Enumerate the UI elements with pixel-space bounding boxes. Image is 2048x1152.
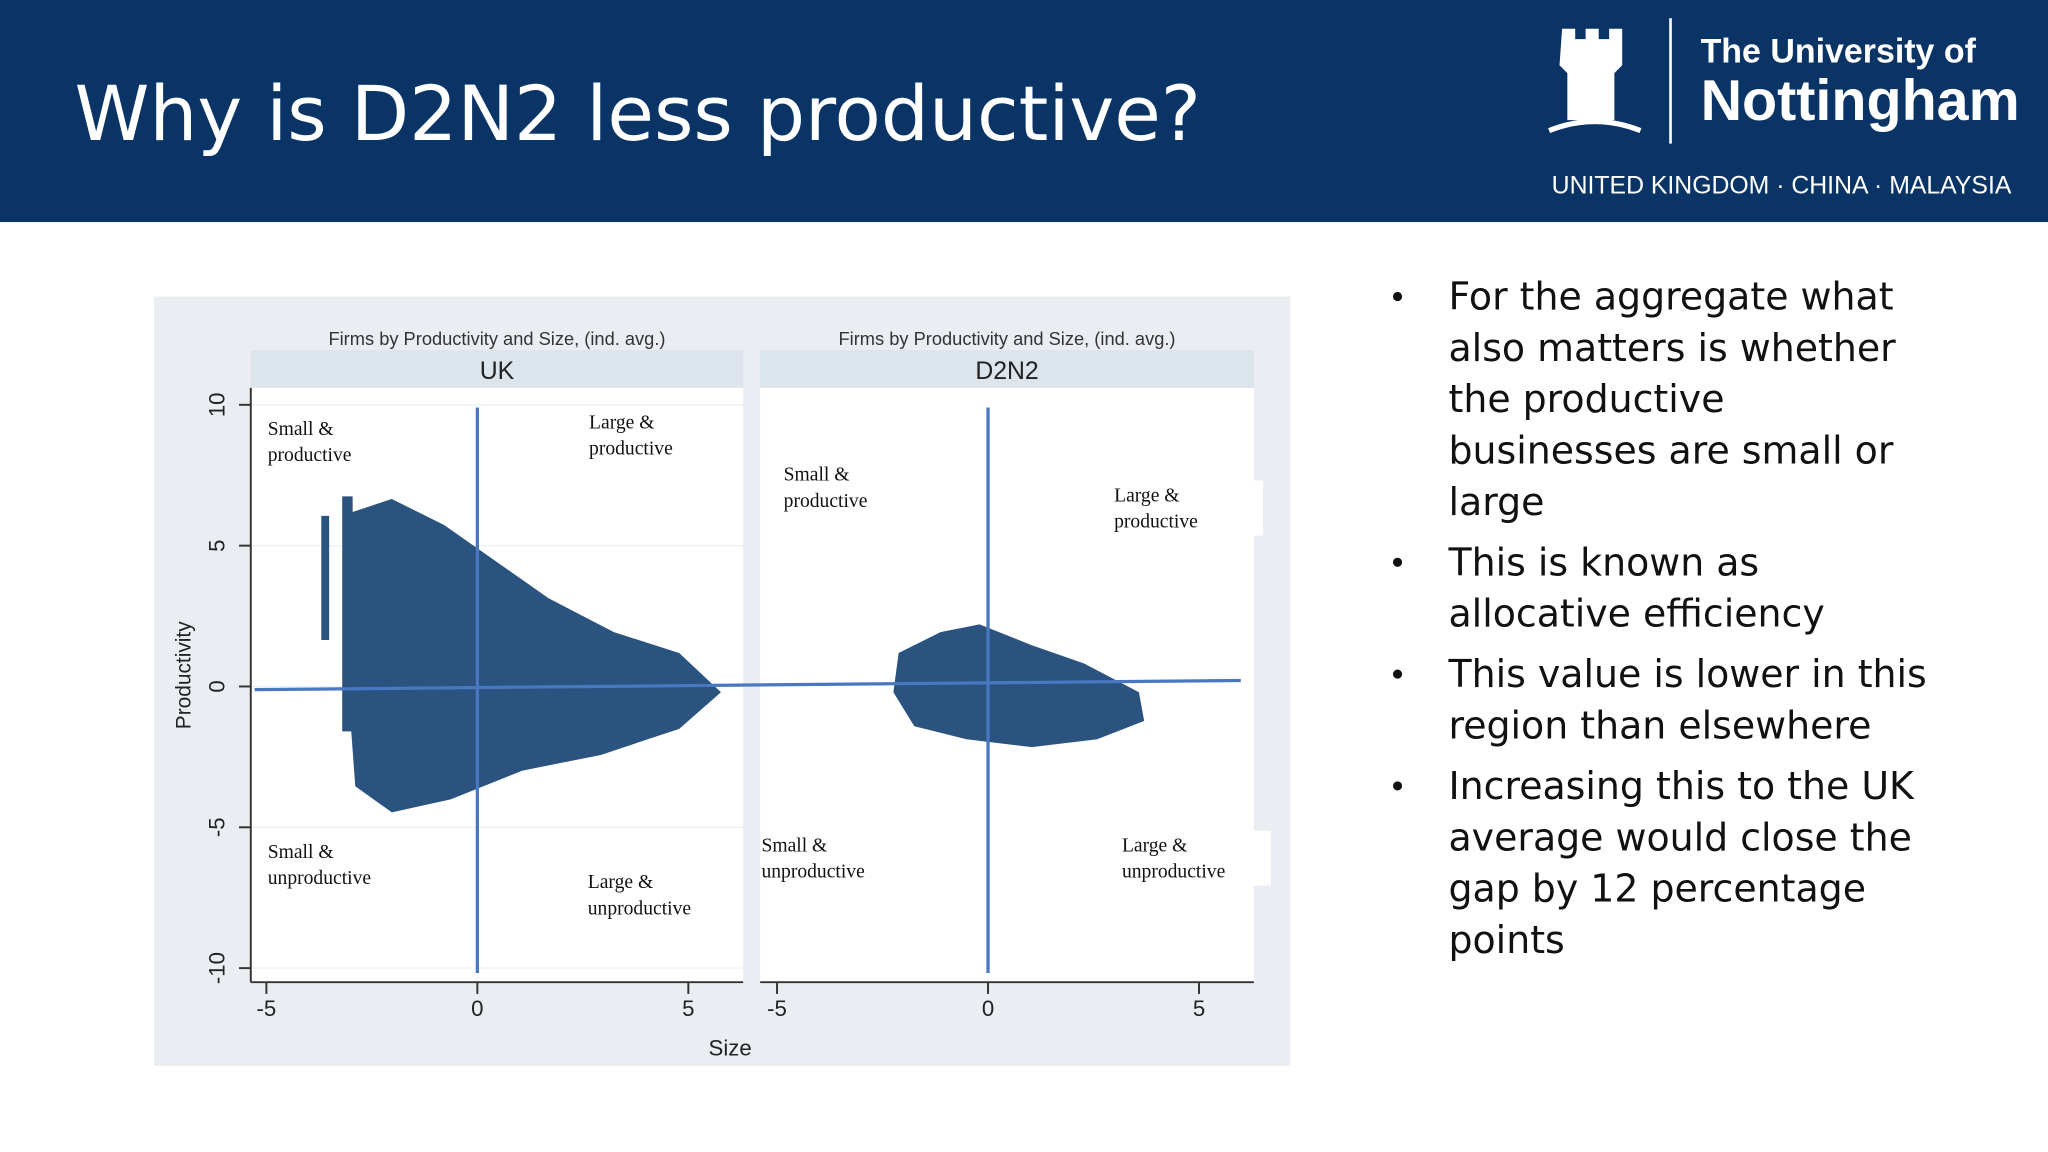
bullet-dot xyxy=(1392,669,1403,679)
y-tick-label: 10 xyxy=(205,392,230,417)
quadrant-label: productive xyxy=(268,445,352,466)
panel-label: D2N2 xyxy=(975,358,1038,385)
quadrant-label: productive xyxy=(589,439,673,460)
logo-line1: The University of xyxy=(1701,33,1977,71)
panel-label: UK xyxy=(480,358,515,385)
point-cloud xyxy=(321,496,721,813)
chart: Firms by Productivity and Size, (ind. av… xyxy=(173,328,1271,1060)
quadrant-label: Small & xyxy=(761,836,827,857)
point-cloud xyxy=(893,624,1145,748)
bullet-dot xyxy=(1392,291,1403,302)
quadrant-label: Large & xyxy=(588,872,653,893)
quadrant-label: Large & xyxy=(1122,836,1187,857)
bullet-text: points xyxy=(1448,918,1564,962)
quadrant-label: productive xyxy=(1114,512,1198,533)
fit-line xyxy=(254,678,1241,692)
quadrant-label: Large & xyxy=(589,412,654,433)
header-band xyxy=(0,0,2048,223)
x-tick-label: -5 xyxy=(767,996,787,1021)
quadrant-label: unproductive xyxy=(268,868,372,889)
quadrant-label: unproductive xyxy=(1122,862,1226,883)
panel-title: Firms by Productivity and Size, (ind. av… xyxy=(328,328,665,349)
logo-wave xyxy=(1548,118,1642,134)
bullet-text: the productive xyxy=(1448,377,1724,421)
bullet-text: Increasing this to the UK xyxy=(1448,764,1915,808)
x-axis-label: Size xyxy=(709,1035,752,1060)
quadrant-label: unproductive xyxy=(588,898,692,919)
y-tick-label: -5 xyxy=(205,817,230,837)
bullets: For the aggregate what also matters is wh… xyxy=(1392,275,1927,962)
x-tick-label: -5 xyxy=(257,996,277,1021)
x-tick-label: 5 xyxy=(1193,996,1205,1021)
x-tick-label: 0 xyxy=(471,996,483,1021)
label-box xyxy=(1114,830,1271,886)
bullet-text: For the aggregate what xyxy=(1448,275,1893,319)
bullet-text: large xyxy=(1448,480,1544,524)
bullet-dot xyxy=(1392,557,1403,567)
bullet-text: This value is lower in this xyxy=(1447,652,1926,696)
logo: The University of Nottingham UNITED KING… xyxy=(1548,18,2020,199)
x-tick-label: 5 xyxy=(682,996,694,1021)
quadrant-label: Large & xyxy=(1114,486,1179,507)
bullet-text: businesses are small or xyxy=(1448,429,1893,473)
y-tick-label: 5 xyxy=(205,539,230,551)
y-axis-label: Productivity xyxy=(173,621,196,729)
bullet-text: average would close the xyxy=(1448,815,1911,859)
y-tick-label: -10 xyxy=(205,952,230,984)
slide-title: Why is D2N2 less productive? xyxy=(74,70,1201,158)
bullet-text: region than elsewhere xyxy=(1448,703,1871,747)
logo-castle xyxy=(1559,28,1623,121)
bullet-text: This is known as xyxy=(1447,540,1759,584)
bullet-dot xyxy=(1392,781,1403,791)
quadrant-label: Small & xyxy=(784,465,850,486)
bullet-text: gap by 12 percentage xyxy=(1448,867,1866,911)
quadrant-label: Small & xyxy=(268,842,334,863)
panel-strip xyxy=(250,350,744,388)
panel-title: Firms by Productivity and Size, (ind. av… xyxy=(839,328,1176,349)
bullet-text: allocative efficiency xyxy=(1448,592,1824,636)
label-box xyxy=(1106,480,1264,536)
quadrant-label: productive xyxy=(784,491,868,512)
logo-line2: Nottingham xyxy=(1701,69,2020,133)
quadrant-label: unproductive xyxy=(761,862,865,883)
logo-line3: UNITED KINGDOM · CHINA · MALAYSIA xyxy=(1552,172,2012,199)
quadrant-label: Small & xyxy=(268,419,334,440)
y-tick-label: 0 xyxy=(205,680,230,692)
bullet-text: also matters is whether xyxy=(1448,326,1896,370)
x-tick-label: 0 xyxy=(982,996,994,1021)
panel-strip xyxy=(760,350,1254,388)
